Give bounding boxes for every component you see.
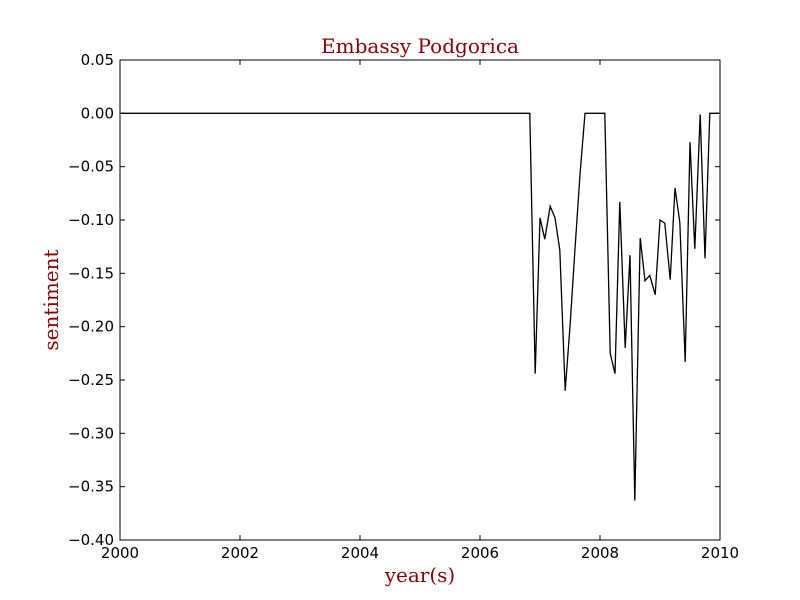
x-tick-label: 2010: [701, 544, 739, 562]
y-axis-label: sentiment: [39, 249, 63, 350]
y-tick-label: 0.00: [81, 104, 114, 122]
plot-frame: [119, 59, 721, 541]
x-tick-label: 2006: [461, 544, 499, 562]
x-tick-label: 2004: [341, 544, 379, 562]
series-line: [120, 112, 720, 501]
axis-ticks: 2000 2002 2004 2006 2008 2010 0.05 0.00 −0.05 −0.…: [68, 51, 739, 562]
x-axis-label: year(s): [384, 563, 456, 587]
chart-title: Embassy Podgorica: [321, 34, 519, 58]
y-tick-label: −0.10: [68, 211, 114, 229]
y-tick-label: −0.30: [68, 424, 114, 442]
y-tick-label: −0.35: [68, 478, 114, 496]
x-tick-label: 2000: [101, 544, 139, 562]
y-tick-label: −0.20: [68, 318, 114, 336]
y-tick-label: −0.40: [68, 531, 114, 549]
y-tick-label: −0.15: [68, 264, 114, 282]
x-tick-label: 2008: [581, 544, 619, 562]
x-tick-label: 2002: [221, 544, 259, 562]
y-tick-label: −0.05: [68, 158, 114, 176]
y-tick-label: 0.05: [81, 51, 114, 69]
y-tick-label: −0.25: [68, 371, 114, 389]
